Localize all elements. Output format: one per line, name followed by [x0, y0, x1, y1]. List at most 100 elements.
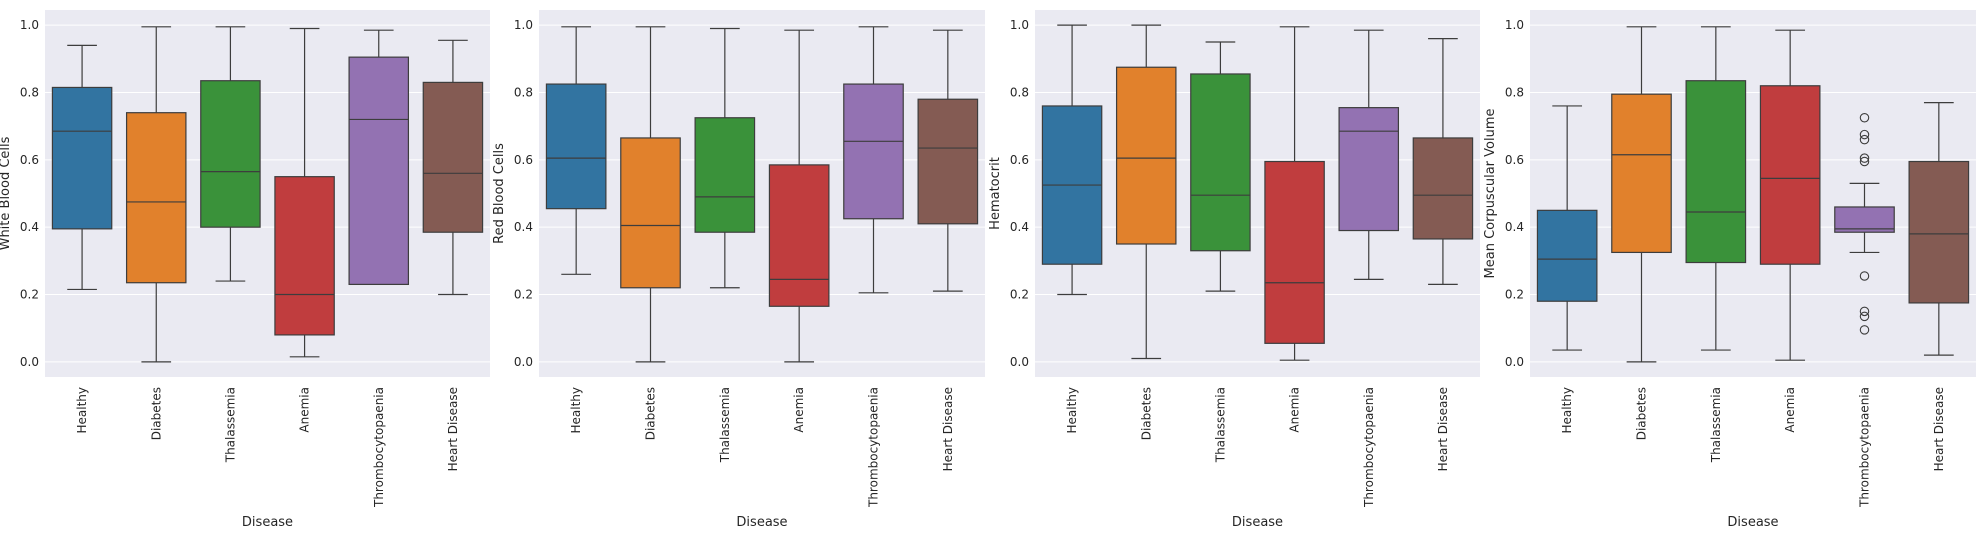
y-tick-label: 0.8	[1505, 85, 1524, 99]
y-tick-label: 1.0	[1010, 18, 1029, 32]
subplot-1: 0.0 0.2 0.4 0.6 0.8 1.0 Healthy Diabetes Thalass…	[0, 10, 490, 530]
box-thalassemia	[694, 27, 756, 289]
box-thalassemia	[1685, 26, 1747, 351]
box-iqr	[1834, 206, 1895, 233]
y-tick-label: 0.2	[514, 288, 533, 302]
x-tick-label: Healthy	[1560, 387, 1574, 434]
outlier-point	[1859, 311, 1870, 322]
box-iqr	[200, 80, 261, 228]
box-iqr	[51, 86, 113, 230]
y-tick-label: 0.6	[20, 153, 39, 167]
outlier-point	[1859, 156, 1870, 167]
plot-area	[1530, 10, 1976, 377]
y-tick-label: 1.0	[514, 18, 533, 32]
box-iqr	[1611, 93, 1672, 254]
outlier-point	[1859, 134, 1870, 145]
x-tick-label: Thrombocytopaenia	[1362, 387, 1376, 508]
y-tick-label: 1.0	[20, 18, 39, 32]
y-tick-label: 0.0	[514, 355, 533, 369]
y-tick-label: 0.4	[514, 220, 533, 234]
x-axis-label: Disease	[1727, 515, 1778, 530]
box-heart-disease	[1908, 101, 1970, 356]
y-tick-label: 0.2	[20, 288, 39, 302]
plot-area	[1035, 10, 1480, 377]
x-tick-label: Diabetes	[149, 387, 163, 440]
box-diabetes	[1611, 26, 1672, 363]
x-tick-label: Thalassemia	[1709, 387, 1723, 463]
subplot-2: 0.0 0.2 0.4 0.6 0.8 1.0 Healthy Diabetes Thalass…	[492, 10, 985, 530]
x-tick-label: Diabetes	[644, 387, 658, 440]
box-healthy	[1041, 24, 1103, 296]
box-iqr	[422, 81, 484, 233]
box-iqr	[348, 56, 410, 286]
x-tick-label: Diabetes	[1139, 387, 1153, 440]
box-iqr	[1536, 209, 1598, 302]
y-tick-label: 1.0	[1505, 18, 1524, 32]
y-tick-label: 0.0	[1505, 355, 1524, 369]
box-thrombocytopaenia	[1834, 112, 1895, 335]
box-iqr	[1190, 73, 1251, 252]
outlier-point	[1859, 129, 1870, 140]
y-tick-label: 0.8	[1010, 85, 1029, 99]
box-diabetes	[620, 26, 681, 363]
subplot-3: 0.0 0.2 0.4 0.6 0.8 1.0 Healthy Diabetes Thalass…	[988, 10, 1480, 530]
x-tick-label: Diabetes	[1635, 387, 1649, 440]
x-tick-label: Anemia	[298, 387, 312, 433]
x-tick-label: Thrombocytopaenia	[1858, 387, 1872, 508]
box-iqr	[843, 83, 904, 220]
y-axis-label: White Blood Cells	[0, 136, 13, 250]
x-tick-label: Healthy	[1065, 387, 1079, 434]
outlier-point	[1859, 153, 1870, 163]
x-tick-label: Thrombocytopaenia	[372, 387, 386, 508]
outlier-point	[1859, 306, 1870, 317]
box-iqr	[545, 83, 607, 210]
y-tick-label: 0.4	[20, 220, 39, 234]
box-iqr	[125, 112, 187, 284]
outlier-point	[1859, 271, 1870, 281]
box-diabetes	[125, 26, 187, 363]
box-iqr	[1264, 160, 1325, 344]
box-healthy	[545, 26, 607, 275]
y-tick-label: 0.2	[1010, 288, 1029, 302]
box-healthy	[1536, 105, 1598, 351]
y-tick-label: 0.0	[1010, 355, 1029, 369]
y-tick-label: 0.6	[1010, 153, 1029, 167]
y-tick-label: 0.4	[1010, 220, 1029, 234]
box-iqr	[1338, 107, 1400, 232]
box-thalassemia	[200, 26, 261, 282]
box-heart-disease	[1412, 38, 1474, 286]
box-iqr	[1115, 66, 1177, 245]
y-tick-label: 0.6	[514, 153, 533, 167]
x-tick-label: Anemia	[1288, 387, 1302, 433]
box-thrombocytopaenia	[843, 26, 904, 294]
x-tick-label: Thalassemia	[1213, 387, 1227, 463]
outlier-point	[1859, 112, 1870, 123]
box-heart-disease	[422, 39, 484, 296]
x-tick-label: Heart Disease	[1932, 387, 1946, 471]
box-anemia	[768, 29, 830, 363]
plot-area	[45, 10, 490, 377]
x-axis-label: Disease	[242, 515, 293, 530]
box-thrombocytopaenia	[348, 29, 410, 286]
x-axis-label: Disease	[1232, 515, 1283, 530]
box-anemia	[1264, 26, 1325, 361]
y-tick-label: 0.0	[20, 355, 39, 369]
y-tick-label: 0.4	[1505, 220, 1524, 234]
box-diabetes	[1115, 24, 1177, 360]
y-tick-label: 0.2	[1505, 288, 1524, 302]
y-axis-label: Mean Corpuscular Volume	[1483, 109, 1498, 279]
x-tick-label: Heart Disease	[941, 387, 955, 471]
y-axis-label: Hematocrit	[988, 157, 1003, 230]
box-iqr	[620, 137, 681, 289]
box-iqr	[1685, 80, 1747, 264]
box-iqr	[768, 164, 830, 307]
box-iqr	[917, 98, 979, 225]
box-heart-disease	[917, 29, 979, 292]
x-tick-label: Anemia	[792, 387, 806, 433]
x-tick-label: Healthy	[75, 387, 89, 434]
x-tick-label: Anemia	[1783, 387, 1797, 433]
box-thrombocytopaenia	[1338, 29, 1400, 280]
box-thalassemia	[1190, 41, 1251, 292]
box-iqr	[694, 117, 756, 233]
x-tick-label: Thrombocytopaenia	[867, 387, 881, 508]
